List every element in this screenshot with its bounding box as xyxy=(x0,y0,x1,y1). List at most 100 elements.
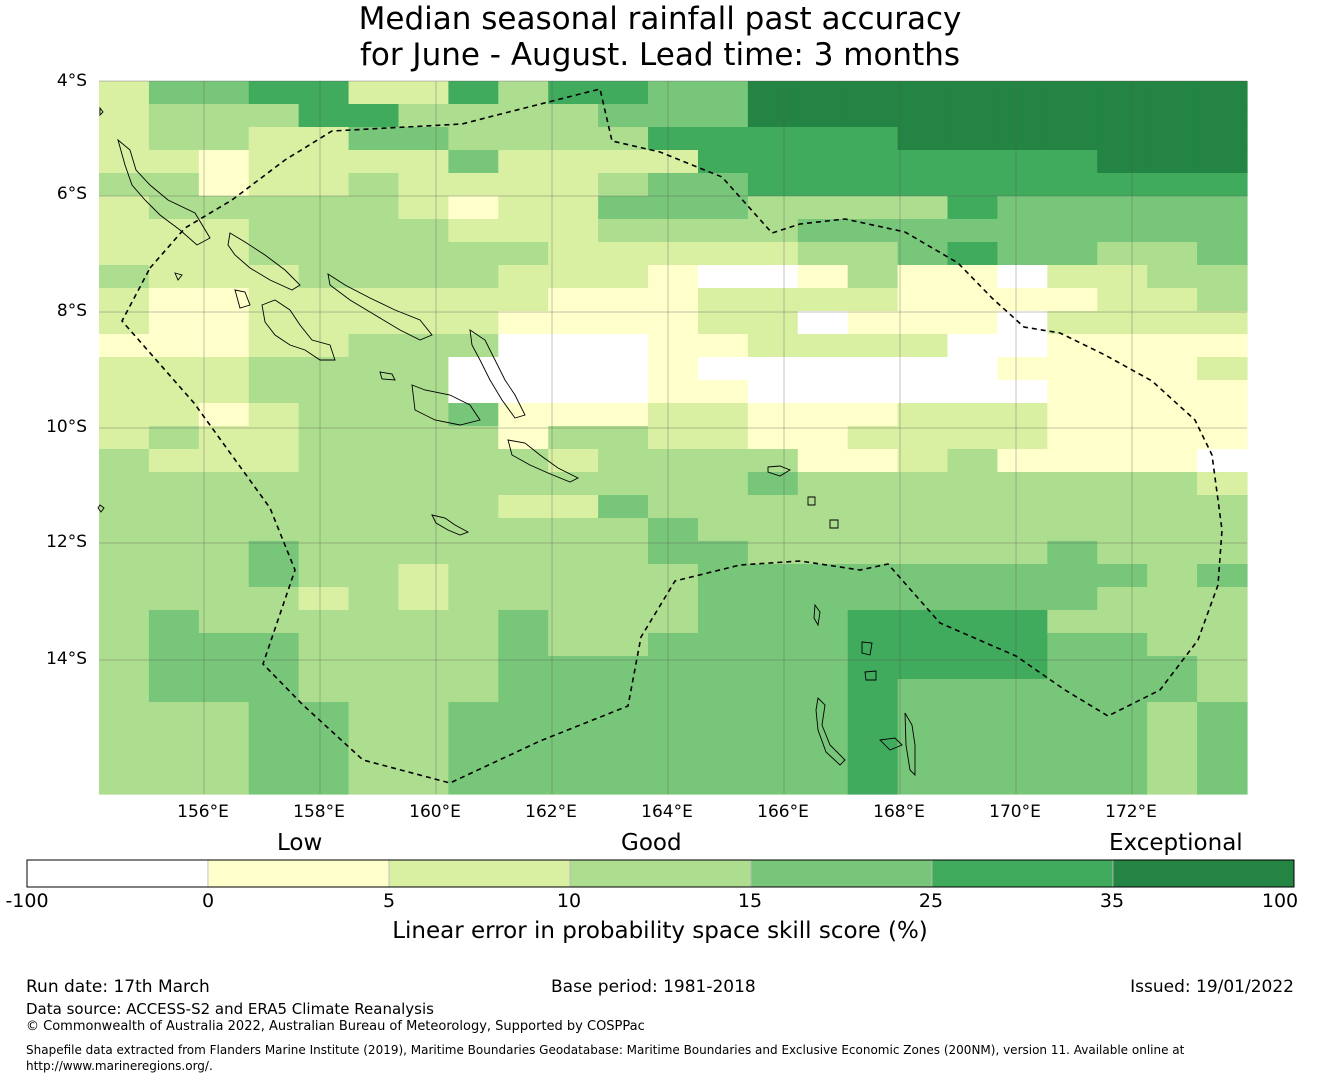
skill-cell xyxy=(448,403,499,427)
skill-cell xyxy=(198,702,250,726)
skill-cell xyxy=(298,449,350,473)
lon-label: 158°E xyxy=(293,802,345,822)
skill-cell xyxy=(148,403,200,427)
skill-cell xyxy=(99,449,150,473)
skill-cell xyxy=(498,426,549,450)
skill-cell xyxy=(198,771,250,795)
skill-cell xyxy=(747,81,799,105)
skill-cell xyxy=(398,702,449,726)
skill-cell xyxy=(797,587,849,611)
skill-cell xyxy=(697,679,749,703)
skill-cell xyxy=(747,679,799,703)
skill-cell xyxy=(448,748,499,772)
skill-cell xyxy=(298,196,350,220)
skill-cell xyxy=(897,564,949,588)
skill-cell xyxy=(648,610,699,634)
skill-cell xyxy=(498,311,549,335)
skill-cell xyxy=(1047,265,1098,289)
skill-cell xyxy=(747,656,799,680)
skill-cell xyxy=(498,150,549,174)
skill-cell xyxy=(1097,127,1148,151)
skill-cell xyxy=(598,495,649,519)
skill-cell xyxy=(598,426,649,450)
skill-cell xyxy=(548,449,599,473)
skill-cell xyxy=(947,725,999,749)
skill-cell xyxy=(897,403,949,427)
skill-cell xyxy=(448,357,499,381)
lon-label: 166°E xyxy=(757,802,809,822)
skill-cell xyxy=(398,633,449,657)
skill-cell xyxy=(897,610,949,634)
skill-grid xyxy=(99,81,1248,795)
skill-cell xyxy=(997,702,1048,726)
skill-cell xyxy=(847,403,899,427)
skill-cell xyxy=(1097,633,1148,657)
skill-cell xyxy=(1097,196,1148,220)
skill-cell xyxy=(1047,679,1098,703)
skill-cell xyxy=(348,265,400,289)
skill-cell xyxy=(298,81,350,105)
colorbar-tick: -100 xyxy=(5,890,49,912)
skill-cell xyxy=(897,656,949,680)
skill-cell xyxy=(99,748,150,772)
skill-cell xyxy=(298,150,350,174)
skill-cell xyxy=(348,679,400,703)
skill-cell xyxy=(1197,81,1248,105)
skill-cell xyxy=(448,219,499,243)
colorbar-title: Linear error in probability space skill … xyxy=(392,918,928,944)
colorbar-segment xyxy=(207,859,390,888)
lon-label: 160°E xyxy=(409,802,461,822)
skill-cell xyxy=(548,633,599,657)
skill-cell xyxy=(697,771,749,795)
skill-cell xyxy=(448,426,499,450)
skill-cell xyxy=(198,104,250,128)
skill-cell xyxy=(198,127,250,151)
lon-label: 170°E xyxy=(989,802,1041,822)
skill-cell xyxy=(398,518,449,542)
skill-cell xyxy=(448,196,499,220)
lat-label: 8°S xyxy=(56,301,87,321)
skill-cell xyxy=(697,173,749,197)
skill-cell xyxy=(897,311,949,335)
skill-cell xyxy=(448,564,499,588)
skill-cell xyxy=(498,380,549,404)
colorbar-tick: 100 xyxy=(1261,890,1299,912)
skill-cell xyxy=(548,81,599,105)
skill-cell xyxy=(947,771,999,795)
skill-cell xyxy=(697,564,749,588)
skill-cell xyxy=(198,334,250,358)
skill-cell xyxy=(598,173,649,197)
skill-cell xyxy=(947,357,999,381)
colorbar-tick: 35 xyxy=(1099,890,1125,912)
skill-cell xyxy=(148,196,200,220)
skill-cell xyxy=(1047,518,1098,542)
skill-cell xyxy=(1047,104,1098,128)
skill-cell xyxy=(847,702,899,726)
skill-cell xyxy=(348,656,400,680)
skill-cell xyxy=(448,587,499,611)
skill-cell xyxy=(298,219,350,243)
skill-cell xyxy=(1197,334,1248,358)
skill-cell xyxy=(348,541,400,565)
skill-cell xyxy=(348,610,400,634)
skill-cell xyxy=(1147,725,1198,749)
skill-cell xyxy=(797,656,849,680)
skill-cell xyxy=(348,403,400,427)
skill-cell xyxy=(99,242,150,266)
skill-cell xyxy=(1097,679,1148,703)
skill-cell xyxy=(648,288,699,312)
skill-cell xyxy=(897,265,949,289)
skill-cell xyxy=(99,702,150,726)
skill-cell xyxy=(648,495,699,519)
skill-cell xyxy=(598,265,649,289)
skill-cell xyxy=(997,472,1048,496)
skill-cell xyxy=(99,564,150,588)
skill-cell xyxy=(947,196,999,220)
skill-cell xyxy=(747,564,799,588)
skill-cell xyxy=(648,587,699,611)
skill-cell xyxy=(847,495,899,519)
skill-cell xyxy=(198,403,250,427)
skill-cell xyxy=(897,587,949,611)
skill-cell xyxy=(1097,702,1148,726)
skill-cell xyxy=(1197,564,1248,588)
